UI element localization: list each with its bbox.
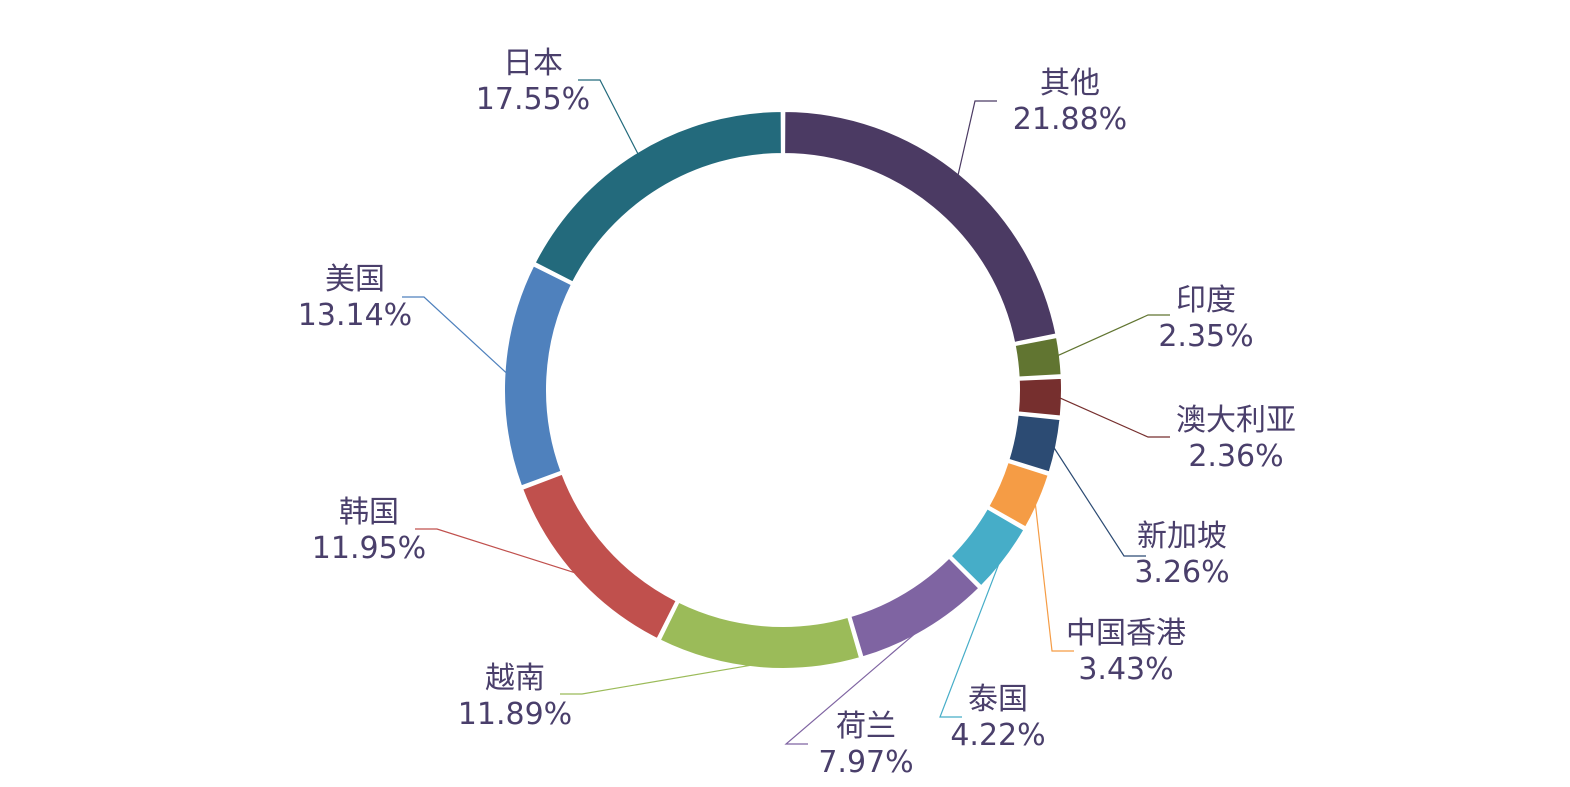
slice-value-label-0: 21.88%: [1013, 102, 1127, 137]
slice-value-label-10: 17.55%: [476, 82, 590, 117]
slice-value-label-6: 7.97%: [818, 745, 913, 780]
slice-label-8: 韩国: [339, 495, 399, 530]
slice-label-5: 泰国: [968, 682, 1028, 717]
slice-value-label-3: 3.26%: [1134, 555, 1229, 590]
slice-label-10: 日本: [503, 46, 563, 81]
slice-label-9: 美国: [325, 262, 385, 297]
slice-9: [503, 263, 574, 488]
leader-line-7: [560, 663, 759, 695]
slice-value-label-4: 3.43%: [1078, 652, 1173, 687]
slice-6: [849, 556, 981, 659]
slice-0: [783, 109, 1058, 345]
slice-8: [520, 472, 679, 641]
slice-value-label-7: 11.89%: [458, 697, 572, 732]
slice-2: [1016, 376, 1063, 418]
leader-line-2: [1057, 396, 1170, 438]
slice-3: [1007, 413, 1062, 474]
slice-10: [533, 109, 783, 284]
slice-value-label-5: 4.22%: [950, 718, 1045, 753]
leader-line-4: [1034, 500, 1074, 652]
leader-line-3: [1051, 444, 1146, 557]
leader-line-1: [1055, 314, 1170, 358]
slice-label-2: 澳大利亚: [1176, 403, 1296, 438]
slice-1: [1013, 335, 1063, 379]
slice-label-4: 中国香港: [1066, 616, 1186, 651]
slice-label-0: 其他: [1040, 66, 1100, 101]
slice-value-label-8: 11.95%: [312, 531, 426, 566]
leader-line-6: [784, 626, 924, 745]
slice-4: [986, 460, 1050, 529]
slice-label-1: 印度: [1176, 283, 1236, 318]
slice-value-label-1: 2.35%: [1158, 319, 1253, 354]
slice-label-7: 越南: [485, 661, 545, 696]
leader-line-10: [578, 79, 640, 157]
slice-7: [658, 600, 862, 670]
slice-5: [949, 506, 1026, 588]
leader-line-5: [939, 556, 1003, 718]
leader-line-0: [956, 100, 997, 178]
slice-value-label-9: 13.14%: [298, 298, 412, 333]
slice-value-label-2: 2.36%: [1188, 439, 1283, 474]
slice-label-6: 荷兰: [836, 709, 896, 744]
leader-line-9: [402, 296, 509, 376]
slice-label-3: 新加坡: [1137, 519, 1227, 554]
leader-line-8: [415, 528, 579, 575]
